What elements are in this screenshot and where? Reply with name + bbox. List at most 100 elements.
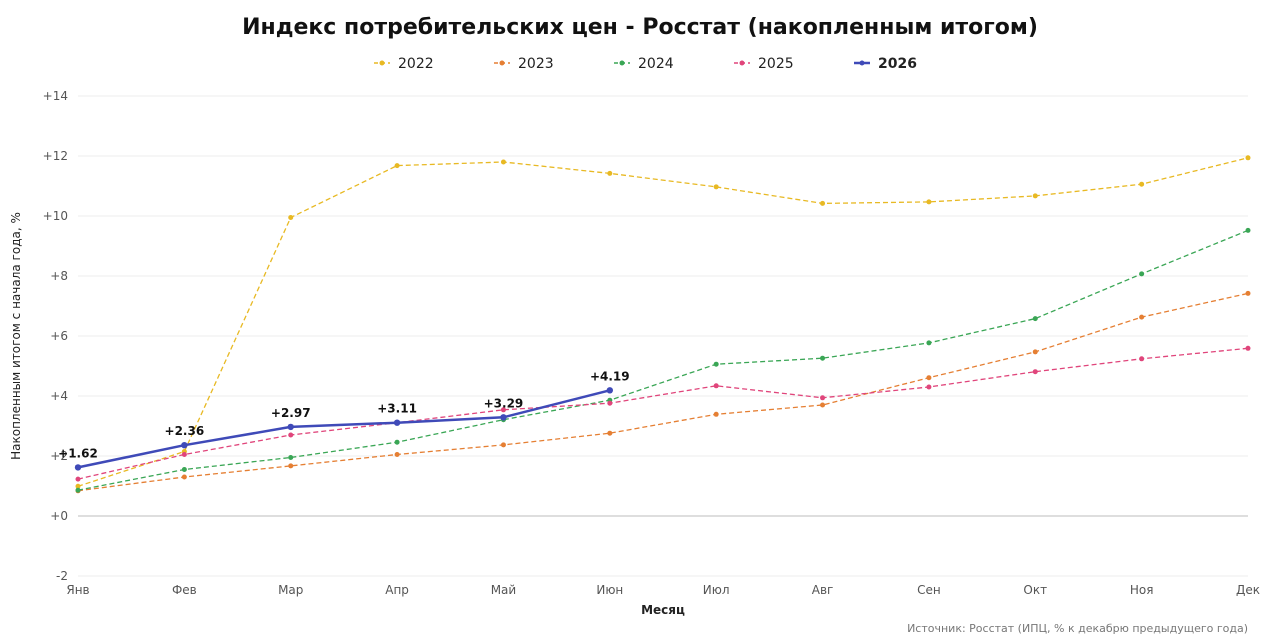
chart-title: Индекс потребительских цен - Росстат (на…: [242, 15, 1038, 40]
legend-label: 2022: [398, 56, 434, 72]
y-axis-ticks: -2 +0 +2 +4 +6 +8 +10 +12 +14: [43, 89, 68, 583]
x-tick-label: Май: [491, 583, 517, 597]
data-point-2023: [607, 430, 613, 436]
series-group: [74, 155, 1251, 494]
data-point-2024: [394, 439, 400, 445]
legend: 2022 2023 2024 2025 2026: [374, 56, 917, 72]
data-labels: +1.62 +2.36 +2.97 +3.11 +3.29 +4.19: [58, 369, 629, 460]
x-tick-label: Июн: [596, 583, 623, 597]
series-line-2024: [77, 229, 1249, 491]
source-note: Источник: Росстат (ИПЦ, % к декабрю пред…: [907, 622, 1248, 635]
legend-swatch-marker: [859, 60, 865, 66]
data-point-2024: [926, 340, 932, 346]
x-tick-label: Окт: [1023, 583, 1047, 597]
legend-swatch-marker: [739, 60, 745, 66]
data-point-2025: [607, 400, 613, 406]
data-point-2022: [500, 159, 506, 165]
y-tick-label: +6: [50, 329, 68, 343]
legend-swatch-marker: [499, 60, 505, 66]
x-tick-label: Дек: [1236, 583, 1260, 597]
data-point-2022: [1032, 193, 1038, 199]
data-label-2026: +3.29: [484, 396, 524, 410]
y-tick-label: +4: [50, 389, 68, 403]
x-tick-label: Авг: [812, 583, 834, 597]
data-point-2022: [394, 163, 400, 169]
legend-item-2023: 2023: [494, 56, 554, 72]
data-point-2023: [500, 442, 506, 448]
data-label-2026: +2.97: [271, 406, 311, 420]
series-2023: [75, 290, 1251, 494]
data-point-2025: [500, 407, 506, 413]
y-tick-label: +0: [50, 509, 68, 523]
data-point-2023: [1032, 349, 1038, 355]
x-tick-label: Фев: [172, 583, 197, 597]
data-point-2023: [820, 402, 826, 408]
data-point-2024: [181, 467, 187, 472]
y-tick-label: +12: [43, 149, 68, 163]
legend-item-2026: 2026: [854, 56, 917, 72]
data-point-2024: [820, 355, 826, 361]
data-point-2025: [181, 452, 187, 457]
data-point-2022: [820, 200, 826, 206]
data-point-2026: [287, 423, 294, 431]
legend-swatch-marker: [619, 60, 625, 66]
data-point-2025: [1245, 345, 1251, 351]
series-2022: [75, 155, 1251, 489]
data-point-2025: [1139, 356, 1145, 362]
data-label-2026: +1.62: [58, 446, 98, 460]
data-point-2022: [75, 483, 81, 489]
legend-label: 2023: [518, 56, 554, 72]
x-tick-label: Июл: [703, 583, 730, 597]
data-point-2026: [393, 419, 401, 426]
series-line-2025: [77, 347, 1249, 480]
y-tick-label: -2: [56, 569, 68, 583]
series-line-2022: [77, 157, 1249, 487]
series-2026: [74, 387, 614, 471]
data-label-2026: +3.11: [377, 402, 417, 416]
data-point-2024: [713, 361, 719, 367]
legend-swatch-marker: [379, 60, 385, 66]
legend-item-2022: 2022: [374, 56, 434, 72]
data-point-2023: [288, 463, 294, 469]
data-point-2025: [288, 432, 294, 438]
data-label-2026: +4.19: [590, 369, 630, 383]
x-axis-ticks: Янв Фев Мар Апр Май Июн Июл Авг Сен Окт Ноя Дек: [66, 583, 1260, 597]
x-tick-label: Янв: [66, 583, 89, 597]
data-point-2022: [288, 215, 294, 220]
series-2024: [75, 227, 1251, 493]
data-point-2022: [1139, 181, 1145, 187]
data-point-2024: [75, 487, 81, 493]
x-tick-label: Апр: [385, 583, 409, 597]
x-tick-label: Сен: [917, 583, 941, 597]
data-point-2024: [288, 455, 294, 460]
legend-label: 2026: [878, 56, 917, 72]
data-point-2024: [1139, 271, 1145, 277]
data-point-2022: [607, 170, 613, 176]
data-point-2026: [74, 464, 82, 471]
x-tick-label: Ноя: [1130, 583, 1154, 597]
data-point-2025: [1032, 369, 1038, 375]
data-point-2022: [713, 184, 719, 190]
legend-label: 2024: [638, 56, 674, 72]
data-point-2023: [1245, 290, 1251, 296]
data-point-2024: [1032, 316, 1038, 322]
series-line-2023: [77, 292, 1249, 492]
x-tick-label: Мар: [278, 583, 303, 597]
x-axis-title: Месяц: [641, 603, 685, 617]
data-point-2023: [713, 411, 719, 417]
legend-label: 2025: [758, 56, 794, 72]
data-point-2025: [713, 383, 719, 389]
y-tick-label: +14: [43, 89, 68, 103]
data-point-2022: [926, 199, 932, 205]
data-point-2023: [394, 452, 400, 457]
data-point-2023: [1139, 314, 1145, 320]
y-tick-label: +2: [50, 449, 68, 463]
data-point-2026: [500, 414, 507, 421]
data-point-2026: [181, 442, 188, 449]
grid-lines: [78, 95, 1248, 577]
data-point-2023: [181, 474, 187, 480]
data-point-2026: [606, 387, 614, 394]
data-label-2026: +2.36: [165, 424, 205, 438]
